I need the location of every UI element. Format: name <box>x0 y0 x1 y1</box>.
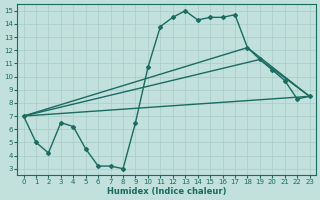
X-axis label: Humidex (Indice chaleur): Humidex (Indice chaleur) <box>107 187 226 196</box>
